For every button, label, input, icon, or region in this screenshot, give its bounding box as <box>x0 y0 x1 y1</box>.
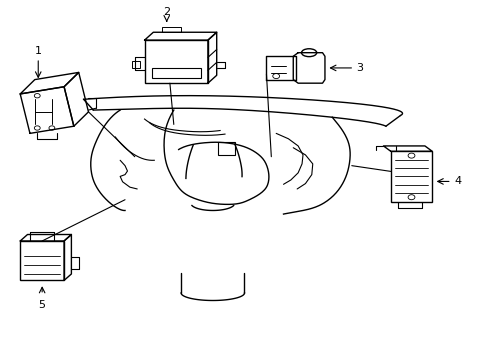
Bar <box>161 27 181 32</box>
Bar <box>20 241 64 280</box>
Bar <box>132 61 140 68</box>
Text: 1: 1 <box>35 46 41 56</box>
Text: 3: 3 <box>356 63 363 73</box>
Bar <box>152 68 200 78</box>
Bar <box>144 40 207 83</box>
Bar <box>217 142 234 155</box>
Text: 4: 4 <box>453 176 460 186</box>
Text: 2: 2 <box>163 7 170 17</box>
Text: 5: 5 <box>39 300 45 310</box>
Bar <box>390 151 431 202</box>
